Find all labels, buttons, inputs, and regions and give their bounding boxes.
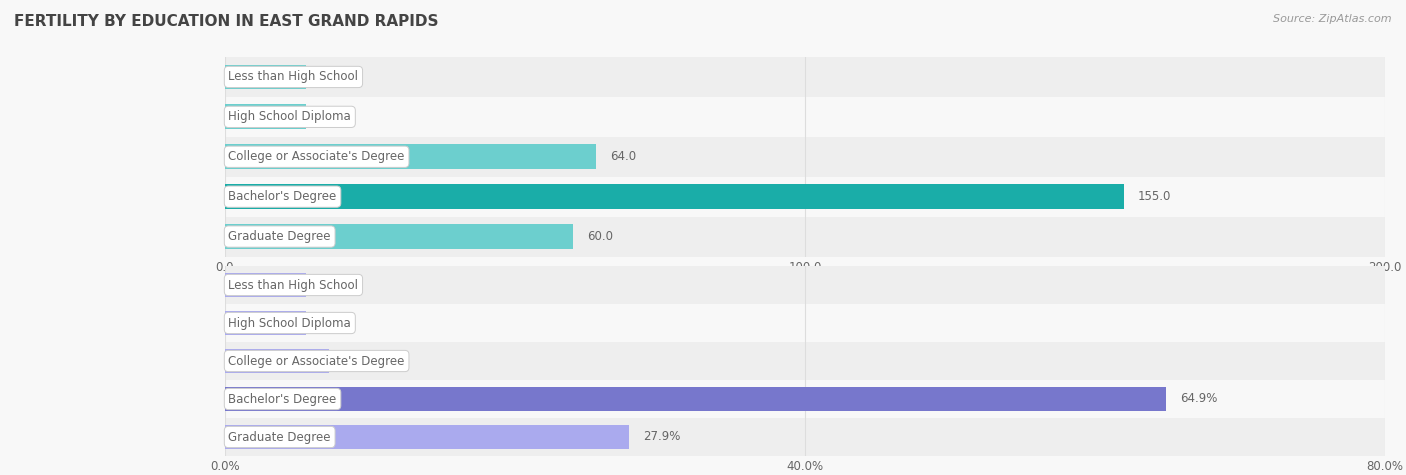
Text: Graduate Degree: Graduate Degree	[228, 230, 330, 243]
Bar	[225, 144, 596, 169]
Text: 0.0: 0.0	[239, 110, 257, 124]
Text: Less than High School: Less than High School	[228, 70, 359, 84]
Text: College or Associate's Degree: College or Associate's Degree	[228, 150, 405, 163]
Bar	[225, 304, 1385, 342]
Bar	[225, 57, 1385, 97]
Text: 0.0: 0.0	[239, 70, 257, 84]
Bar	[225, 137, 1385, 177]
Text: High School Diploma: High School Diploma	[228, 110, 352, 124]
Bar	[225, 184, 1123, 209]
Text: 0.0%: 0.0%	[239, 316, 269, 330]
Text: College or Associate's Degree: College or Associate's Degree	[228, 354, 405, 368]
Bar	[225, 380, 1385, 418]
Text: 27.9%: 27.9%	[644, 430, 681, 444]
Bar	[225, 65, 307, 89]
Text: 0.0%: 0.0%	[239, 278, 269, 292]
Bar	[225, 217, 1385, 256]
Text: High School Diploma: High School Diploma	[228, 316, 352, 330]
Text: Source: ZipAtlas.com: Source: ZipAtlas.com	[1274, 14, 1392, 24]
Text: 64.9%: 64.9%	[1180, 392, 1218, 406]
Bar	[225, 97, 1385, 137]
Text: Less than High School: Less than High School	[228, 278, 359, 292]
Bar	[225, 273, 307, 297]
Text: 7.2%: 7.2%	[343, 354, 373, 368]
Bar	[225, 224, 574, 249]
Text: 60.0: 60.0	[586, 230, 613, 243]
Text: Bachelor's Degree: Bachelor's Degree	[228, 190, 336, 203]
Text: 155.0: 155.0	[1137, 190, 1171, 203]
Bar	[225, 349, 329, 373]
Bar	[225, 387, 1166, 411]
Bar	[225, 342, 1385, 380]
Bar	[225, 104, 307, 129]
Text: Graduate Degree: Graduate Degree	[228, 430, 330, 444]
Bar	[225, 425, 630, 449]
Text: FERTILITY BY EDUCATION IN EAST GRAND RAPIDS: FERTILITY BY EDUCATION IN EAST GRAND RAP…	[14, 14, 439, 29]
Bar	[225, 177, 1385, 217]
Bar	[225, 266, 1385, 304]
Text: Bachelor's Degree: Bachelor's Degree	[228, 392, 336, 406]
Text: 64.0: 64.0	[610, 150, 636, 163]
Bar	[225, 418, 1385, 456]
Bar	[225, 311, 307, 335]
